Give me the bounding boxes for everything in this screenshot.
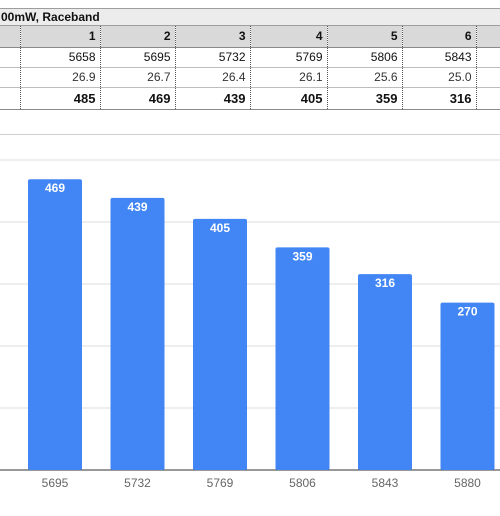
table-cell[interactable]: 5843 [402, 47, 477, 68]
sheet-title[interactable]: 00mW, Raceband [0, 8, 500, 26]
row-label-cell[interactable] [0, 87, 21, 110]
table-cell[interactable]: 485 [20, 87, 101, 110]
header-cell[interactable]: 2 [100, 26, 176, 48]
table-cell[interactable]: 5769 [250, 47, 328, 68]
row-label-cell[interactable] [0, 26, 21, 48]
row-label-cell[interactable] [0, 67, 21, 88]
x-tick-label: 5732 [124, 476, 151, 490]
data-label: 316 [375, 276, 395, 290]
table-cell[interactable]: 26.7 [100, 67, 176, 88]
header-cell[interactable]: 5 [327, 26, 403, 48]
table-cell[interactable]: 5732 [175, 47, 251, 68]
data-label: 359 [292, 249, 312, 263]
table-cell[interactable]: 26.4 [175, 67, 251, 88]
x-tick-label: 5843 [372, 476, 399, 490]
table-cell[interactable]: 5806 [327, 47, 403, 68]
bar[interactable] [358, 274, 412, 470]
header-cell[interactable]: 3 [175, 26, 251, 48]
bar[interactable] [275, 247, 330, 470]
table-cell[interactable]: 359 [327, 87, 403, 110]
bar[interactable] [110, 197, 165, 470]
x-tick-label: 5769 [207, 476, 234, 490]
row-label-cell[interactable] [0, 47, 21, 68]
data-label: 469 [45, 181, 65, 195]
header-row: 1 2 3 4 5 6 [0, 26, 500, 48]
x-tick-label: 5806 [289, 476, 316, 490]
data-label: 439 [127, 200, 147, 214]
table-cell[interactable]: 26.1 [250, 67, 328, 88]
frequency-row: 5658 5695 5732 5769 5806 5843 [0, 47, 500, 68]
bar[interactable] [193, 218, 247, 470]
table-cell[interactable]: 25.6 [327, 67, 403, 88]
data-label: 405 [210, 221, 230, 235]
table-cell[interactable]: 439 [175, 87, 251, 110]
header-cell[interactable]: 6 [402, 26, 477, 48]
spreadsheet: 00mW, Raceband 1 2 3 4 5 6 5658 5695 573… [0, 8, 500, 110]
header-cell[interactable]: 1 [20, 26, 101, 48]
total-row: 485 469 439 405 359 316 [0, 87, 500, 110]
x-tick-label: 5695 [42, 476, 69, 490]
header-cell[interactable]: 4 [250, 26, 328, 48]
table-cell[interactable]: 5695 [100, 47, 176, 68]
data-label: 270 [457, 305, 477, 319]
table-cell[interactable]: 316 [402, 87, 477, 110]
table-cell[interactable]: 469 [100, 87, 176, 110]
table-cell[interactable]: 5658 [20, 47, 101, 68]
chart-border [0, 134, 500, 135]
table-cell[interactable]: 25.0 [402, 67, 477, 88]
table-cell[interactable]: 405 [250, 87, 328, 110]
bar[interactable] [440, 302, 495, 470]
bar[interactable] [28, 179, 82, 470]
data-table: 1 2 3 4 5 6 5658 5695 5732 5769 5806 584… [0, 26, 500, 110]
empty-cell[interactable] [476, 26, 500, 48]
x-tick-label: 5880 [454, 476, 481, 490]
value-row: 26.9 26.7 26.4 26.1 25.6 25.0 [0, 67, 500, 88]
table-cell[interactable]: 26.9 [20, 67, 101, 88]
